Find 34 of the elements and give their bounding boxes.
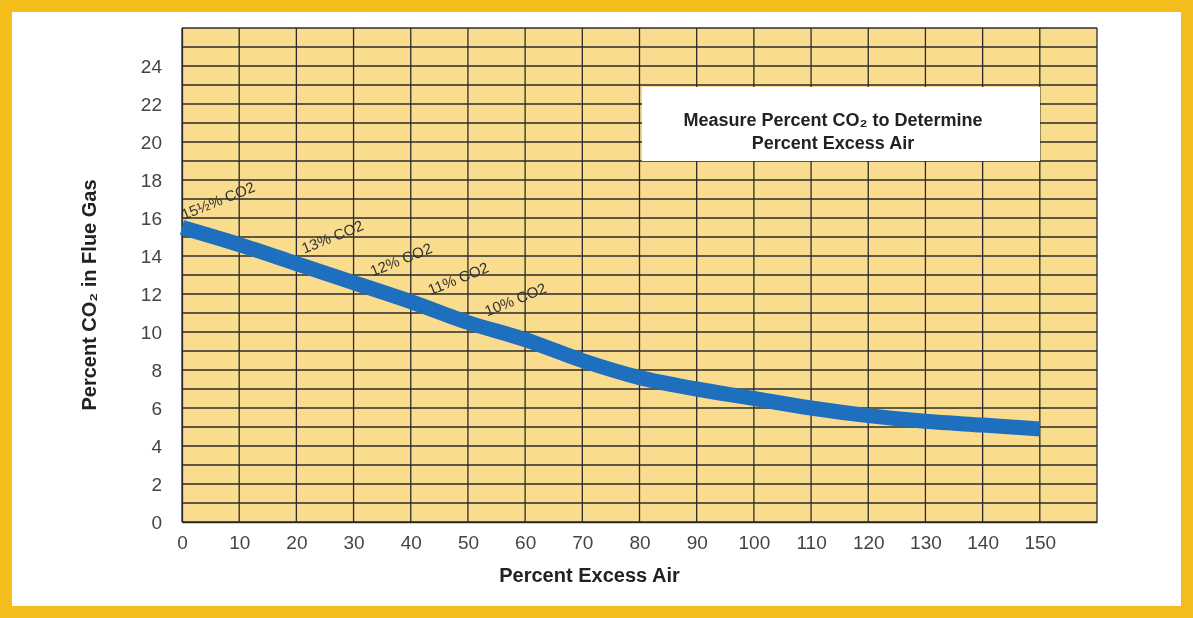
annotation: 15½% CO2 xyxy=(178,177,258,223)
x-tick-label: 70 xyxy=(572,532,594,554)
y-tick-label: 6 xyxy=(151,397,162,419)
text: Measure Percent CO₂ to Determine Percent Excess Air xyxy=(683,110,983,153)
x-tick-label: 90 xyxy=(686,532,708,554)
y-tick-label: 12 xyxy=(140,283,162,305)
x-tick-label: 10 xyxy=(229,532,251,554)
y-tick-label: 22 xyxy=(140,93,162,115)
x-tick-label: 150 xyxy=(1024,532,1057,554)
x-tick-label: 60 xyxy=(515,532,537,554)
x-tick-label: 130 xyxy=(910,532,942,554)
y-tick-label: 2 xyxy=(151,473,162,495)
y-axis-title: Percent CO₂ in Flue Gas xyxy=(78,179,100,411)
y-tick-label: 10 xyxy=(140,321,162,343)
x-tick-label: 50 xyxy=(457,532,480,554)
y-tick-label: 0 xyxy=(151,511,162,533)
y-tick-label: 14 xyxy=(140,245,163,267)
x-tick-label: 40 xyxy=(400,532,422,554)
y-tick-label: 16 xyxy=(140,207,162,229)
x-tick-label: 80 xyxy=(629,532,651,554)
x-axis-title: Percent Excess Air xyxy=(499,564,680,586)
y-tick-label: 24 xyxy=(140,55,163,77)
x-tick-label: 0 xyxy=(177,532,188,554)
x-tick-label: 140 xyxy=(967,532,999,554)
x-tick-label: 120 xyxy=(852,532,885,554)
y-tick-label: 18 xyxy=(140,169,162,191)
y-tick-label: 8 xyxy=(151,359,162,381)
x-tick-label: 110 xyxy=(796,532,827,554)
x-tick-label: 20 xyxy=(286,532,308,554)
y-tick-label: 20 xyxy=(140,131,162,153)
x-tick-label: 100 xyxy=(738,532,771,554)
y-tick-label: 4 xyxy=(151,435,163,457)
x-tick-label: 30 xyxy=(343,532,365,554)
annotation: 13% CO2 xyxy=(298,216,366,257)
